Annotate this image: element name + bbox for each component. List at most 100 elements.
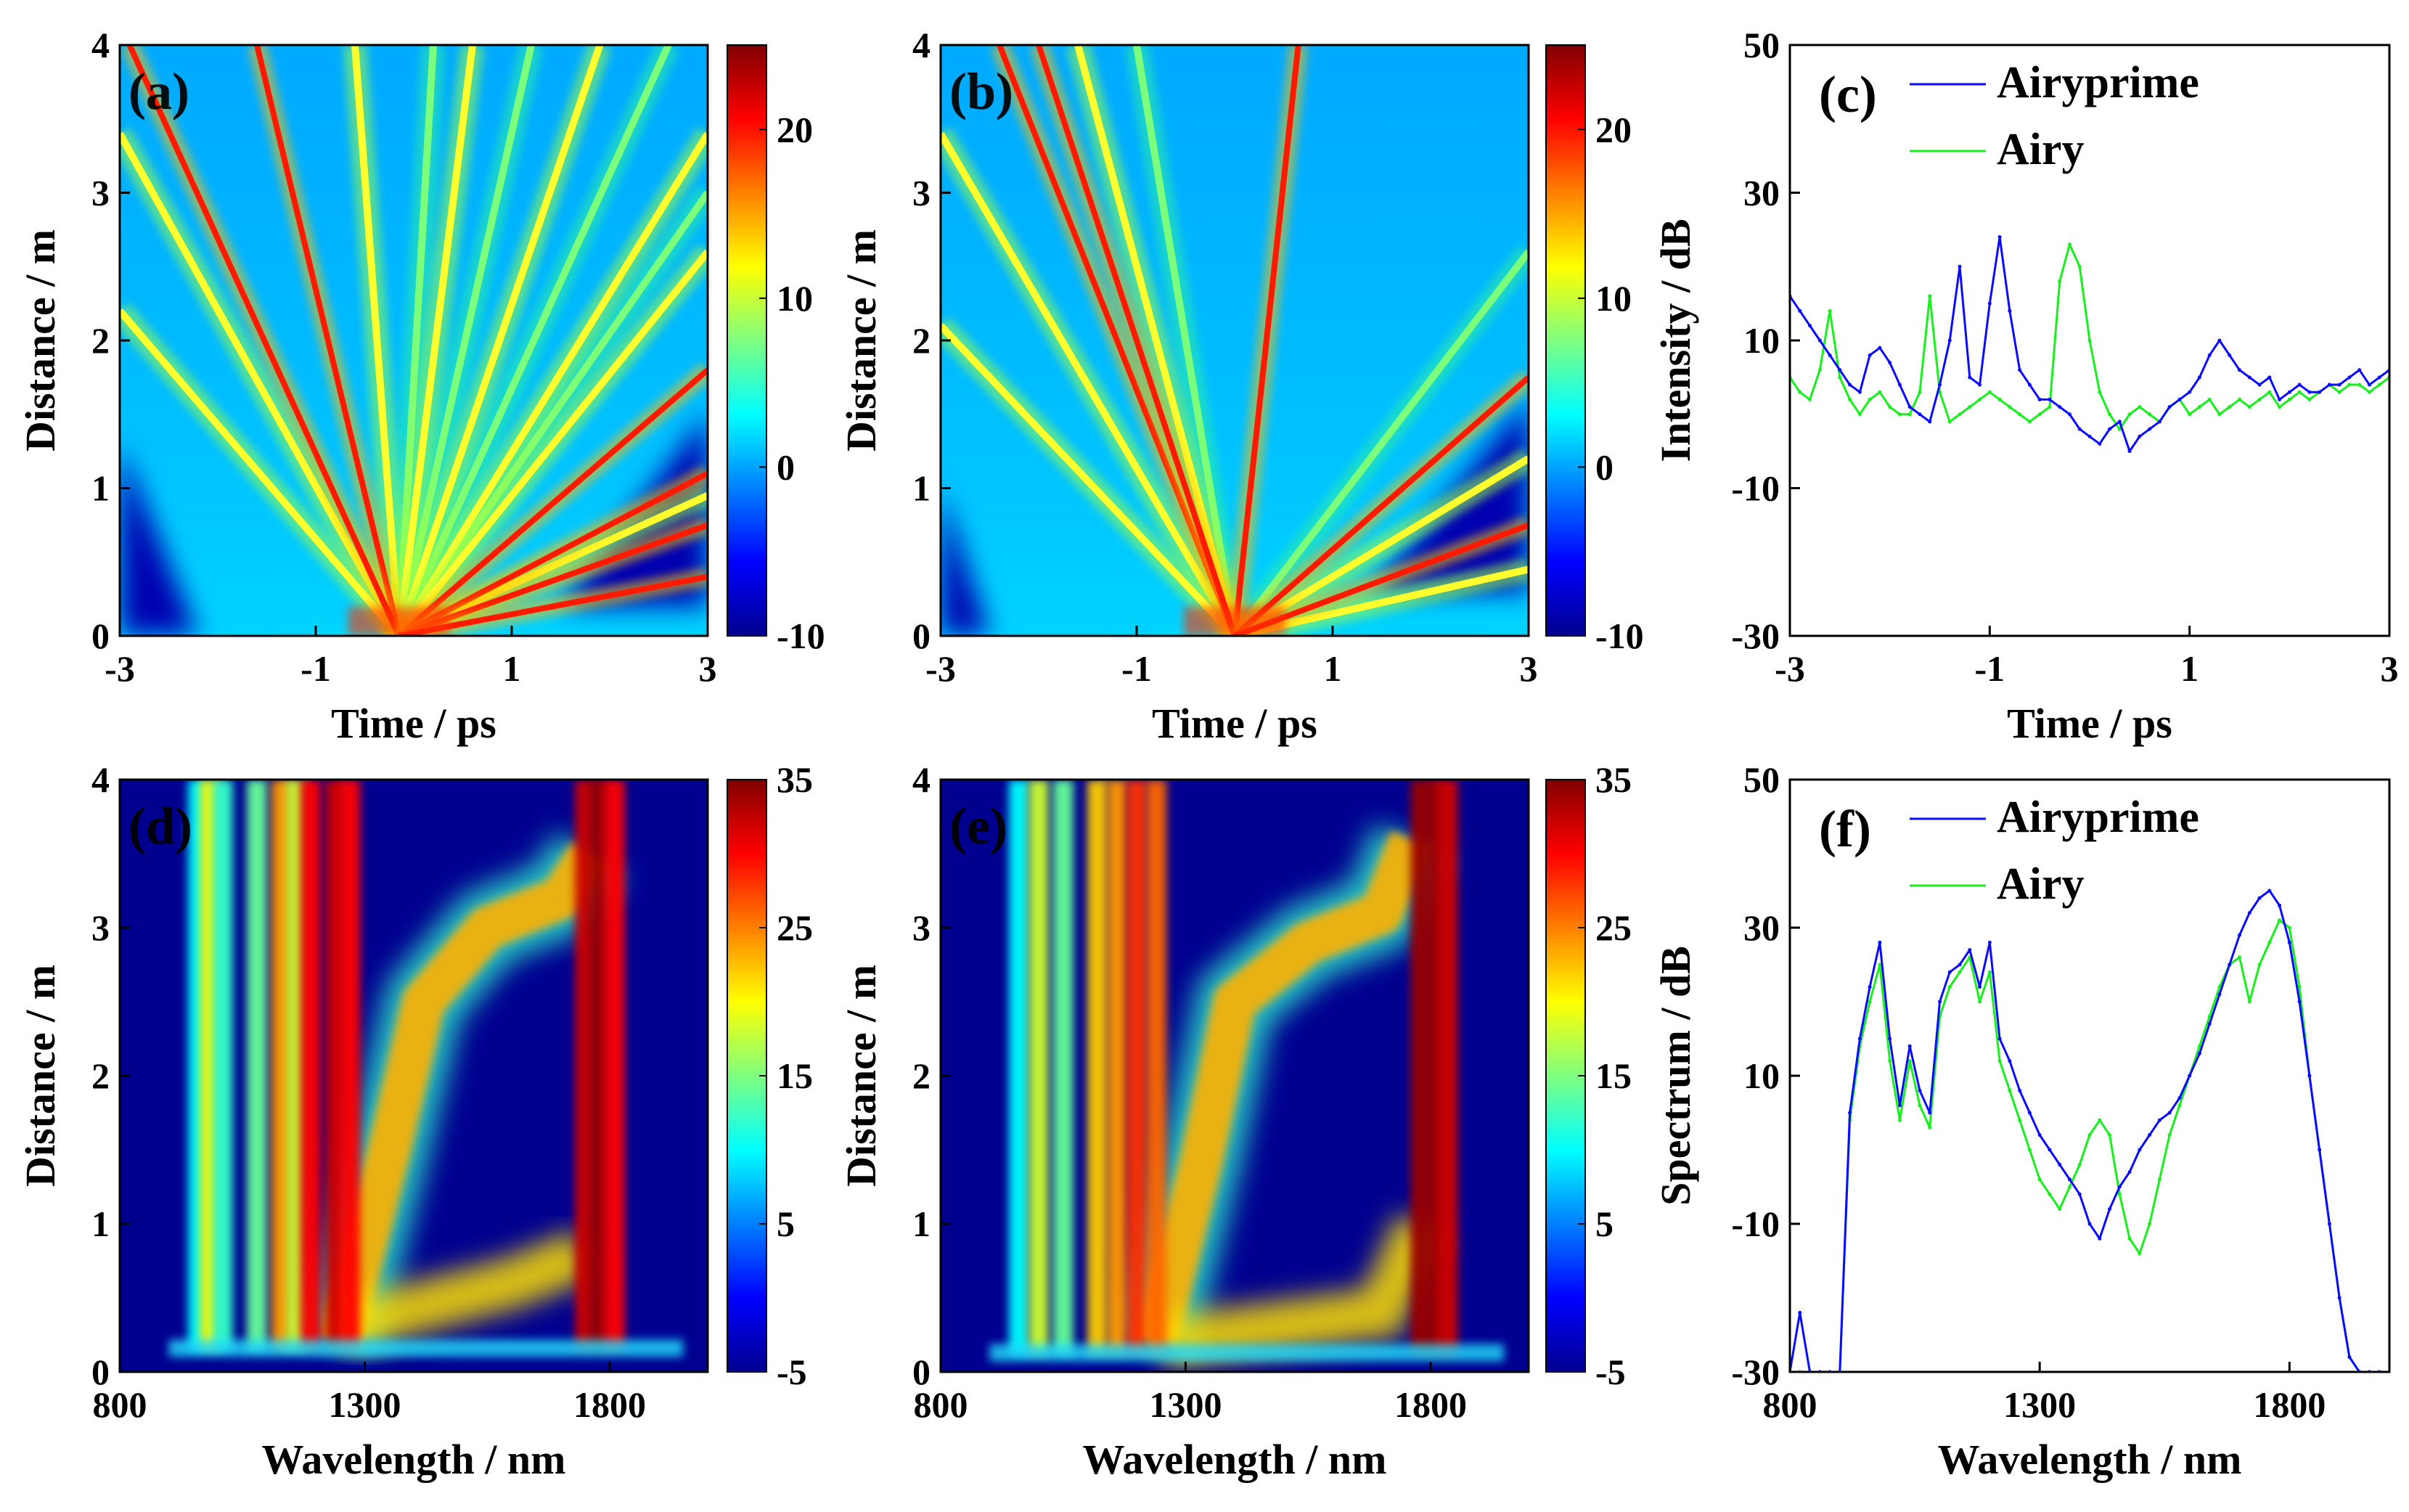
data-point-airy bbox=[2217, 412, 2222, 417]
data-point-airy bbox=[2197, 1044, 2201, 1048]
data-point-airy bbox=[2177, 1103, 2182, 1108]
x-tick-label: 1300 bbox=[1150, 1384, 1222, 1425]
data-point-airyprime bbox=[1878, 346, 1882, 350]
data-point-airy bbox=[1808, 397, 1812, 401]
plot-frame bbox=[1788, 778, 2391, 1373]
data-point-airy bbox=[2197, 405, 2201, 409]
data-point-airyprime bbox=[1888, 1037, 1892, 1041]
data-point-airy bbox=[2018, 1118, 2022, 1122]
data-point-airyprime bbox=[2077, 1192, 2082, 1196]
data-point-airy bbox=[2138, 405, 2142, 409]
low-intensity-region bbox=[941, 488, 990, 636]
spectral-band bbox=[340, 780, 361, 1350]
data-point-airyprime bbox=[1918, 1088, 1922, 1092]
y-axis-label: Spectrum / dB bbox=[1652, 946, 1699, 1206]
data-point-airy bbox=[2108, 412, 2112, 417]
data-point-airy bbox=[1848, 397, 1852, 401]
data-point-airy bbox=[2347, 383, 2352, 387]
colorbar-tick-label: 15 bbox=[1595, 1055, 1632, 1096]
x-tick-label: 1800 bbox=[1394, 1384, 1467, 1425]
data-point-airy bbox=[2267, 940, 2272, 944]
data-point-airy bbox=[1968, 405, 1972, 409]
x-axis-label: Time / ps bbox=[2007, 700, 2172, 747]
heatmap-panel-b: -3 -1 1 3 0 1 2 3 4 Time / ps Distance / m -10 0 10 20… bbox=[838, 25, 1644, 747]
colorbar-tick-label: 0 bbox=[1595, 446, 1614, 487]
data-point-airy bbox=[2357, 383, 2362, 387]
x-tick-label: 3 bbox=[699, 648, 717, 689]
colorbar-tick-label: 10 bbox=[777, 278, 813, 319]
plot-area bbox=[1790, 235, 2389, 454]
y-tick-label: 0 bbox=[912, 1352, 931, 1392]
data-point-airy bbox=[1978, 1000, 1982, 1004]
x-axis-label: Time / ps bbox=[331, 700, 496, 747]
colorbar-tick-label: 5 bbox=[777, 1204, 795, 1244]
data-point-airy bbox=[1918, 1103, 1922, 1108]
y-tick-label: 10 bbox=[1743, 320, 1780, 361]
initial-spectrum-streak bbox=[989, 1344, 1505, 1362]
data-point-airyprime bbox=[2228, 963, 2232, 967]
data-point-airyprime bbox=[2197, 375, 2201, 380]
x-tick-label: -3 bbox=[105, 648, 135, 689]
data-point-airyprime bbox=[1947, 970, 1952, 974]
heatmap-panel-d: 800 1300 1800 0 1 2 3 4 Wavelength / nm Distance … bbox=[17, 759, 813, 1483]
data-point-airyprime bbox=[2108, 427, 2112, 431]
legend-entry: Airyprime bbox=[1997, 58, 2199, 107]
data-point-airyprime bbox=[2048, 397, 2052, 401]
data-point-airyprime bbox=[1798, 308, 1802, 313]
y-tick-label: 1 bbox=[91, 468, 110, 509]
data-point-airyprime bbox=[1918, 412, 1922, 417]
data-point-airy bbox=[2238, 397, 2241, 401]
data-point-airy bbox=[1798, 390, 1802, 394]
data-point-airy bbox=[2257, 963, 2262, 967]
y-tick-label: 3 bbox=[91, 173, 110, 213]
heatmap-image bbox=[941, 45, 1529, 636]
data-point-airy bbox=[1947, 985, 1952, 989]
soliton-trajectory bbox=[398, 573, 708, 636]
data-point-airyprime bbox=[2027, 1111, 2032, 1115]
soliton-trajectory bbox=[126, 45, 402, 636]
colorbar-tick-label: 35 bbox=[777, 759, 813, 800]
x-tick-label: 800 bbox=[914, 1384, 968, 1425]
data-point-airyprime bbox=[2377, 375, 2381, 380]
data-point-airyprime bbox=[2087, 1222, 2092, 1226]
soliton-trajectory bbox=[1232, 375, 1529, 636]
low-intensity-region bbox=[120, 444, 198, 636]
data-point-airyprime bbox=[2008, 308, 2012, 313]
data-point-airyprime bbox=[2048, 1148, 2052, 1152]
y-tick-label: 4 bbox=[91, 759, 110, 800]
origin-core bbox=[348, 607, 450, 636]
series-line-airy bbox=[1790, 243, 2389, 430]
data-point-airyprime bbox=[2337, 1296, 2341, 1300]
data-point-airy bbox=[1997, 397, 2002, 401]
x-tick-label: -1 bbox=[300, 648, 331, 689]
x-axis-label: Wavelength / nm bbox=[1938, 1436, 2242, 1483]
data-point-airyprime bbox=[1857, 390, 1862, 394]
data-point-airy bbox=[2077, 264, 2082, 269]
soliton-trajectory bbox=[1036, 45, 1238, 636]
data-point-airy bbox=[2098, 1118, 2102, 1122]
data-point-airyprime bbox=[2238, 933, 2241, 937]
y-axis-label: Distance / m bbox=[17, 965, 64, 1187]
data-point-airy bbox=[1888, 405, 1892, 409]
data-point-airy bbox=[1888, 1059, 1892, 1063]
colorbar-tick-label: 20 bbox=[777, 109, 813, 150]
y-tick-label: 2 bbox=[912, 320, 931, 361]
weak-trajectory bbox=[1232, 249, 1529, 636]
data-point-airyprime bbox=[2257, 896, 2262, 900]
data-point-airy bbox=[2188, 412, 2192, 417]
medium-trajectory bbox=[396, 45, 604, 636]
data-point-airyprime bbox=[1848, 1111, 1852, 1115]
data-point-airyprime bbox=[2278, 397, 2282, 401]
lower-ridge bbox=[333, 1230, 595, 1352]
data-point-airy bbox=[2018, 412, 2022, 417]
data-point-airy bbox=[1838, 375, 1842, 380]
data-point-airy bbox=[2207, 1014, 2212, 1018]
medium-trajectory bbox=[1232, 455, 1529, 636]
data-point-airy bbox=[2297, 985, 2302, 989]
y-axis-label: Intensity / dB bbox=[1652, 218, 1699, 462]
heatmap-panel-e: 800 1300 1800 0 1 2 3 4 Wavelength / nm Distance … bbox=[838, 759, 1632, 1483]
heatmap-image bbox=[120, 45, 708, 636]
data-point-airyprime bbox=[2087, 434, 2092, 438]
data-point-airy bbox=[2307, 397, 2312, 401]
medium-trajectory bbox=[120, 308, 402, 636]
